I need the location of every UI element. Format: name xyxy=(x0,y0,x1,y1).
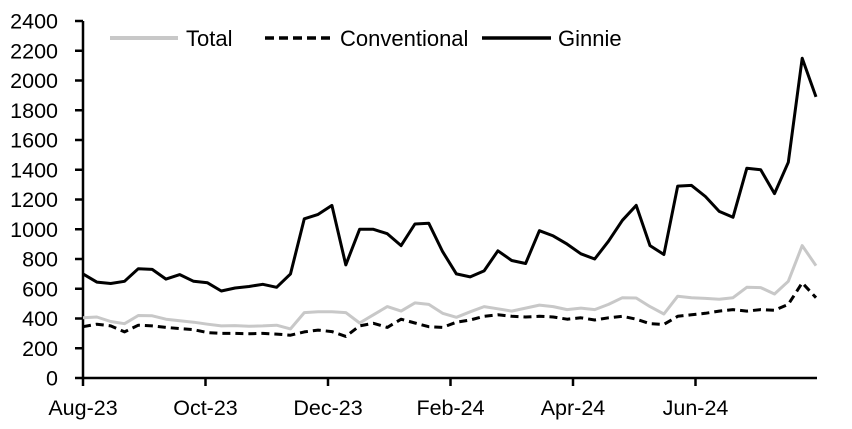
y-tick-label: 400 xyxy=(22,307,58,331)
x-tick-label: Apr-24 xyxy=(541,396,606,420)
y-tick-label: 1800 xyxy=(10,99,58,123)
series-line-conventional xyxy=(82,281,818,338)
y-tick-label: 1400 xyxy=(10,158,58,182)
y-tick-label: 1600 xyxy=(10,129,58,153)
legend-item-ginnie: Ginnie xyxy=(482,26,622,51)
y-tick-label: 600 xyxy=(22,277,58,301)
series-line-ginnie xyxy=(82,56,818,293)
legend-item-total: Total xyxy=(110,26,232,51)
legend-item-conventional: Conventional xyxy=(265,26,468,51)
x-tick-label: Jun-24 xyxy=(663,396,729,420)
y-tick-label: 2000 xyxy=(10,69,58,93)
x-tick-label: Feb-24 xyxy=(416,396,484,420)
y-axis-ticks: 0 200 400 600 800 1000 1200 1400 1600 1800 2000 220… xyxy=(10,10,83,391)
x-tick-label: Dec-23 xyxy=(293,396,362,420)
y-tick-label: 2400 xyxy=(10,10,58,34)
y-tick-label: 1200 xyxy=(10,188,58,212)
y-tick-label: 0 xyxy=(46,367,58,391)
x-tick-label: Oct-23 xyxy=(173,396,238,420)
legend: Total Conventional Ginnie xyxy=(110,26,622,51)
legend-label-total: Total xyxy=(186,26,232,51)
x-axis-ticks: Aug-23 Oct-23 Dec-23 Feb-24 Apr-24 Jun-24 xyxy=(48,378,728,420)
series-line-total xyxy=(82,244,818,331)
legend-label-ginnie: Ginnie xyxy=(558,26,622,51)
legend-label-conventional: Conventional xyxy=(340,26,468,51)
y-tick-label: 2200 xyxy=(10,39,58,63)
x-tick-label: Aug-23 xyxy=(48,396,117,420)
y-tick-label: 200 xyxy=(22,337,58,361)
y-tick-label: 800 xyxy=(22,248,58,272)
y-tick-label: 1000 xyxy=(10,218,58,242)
